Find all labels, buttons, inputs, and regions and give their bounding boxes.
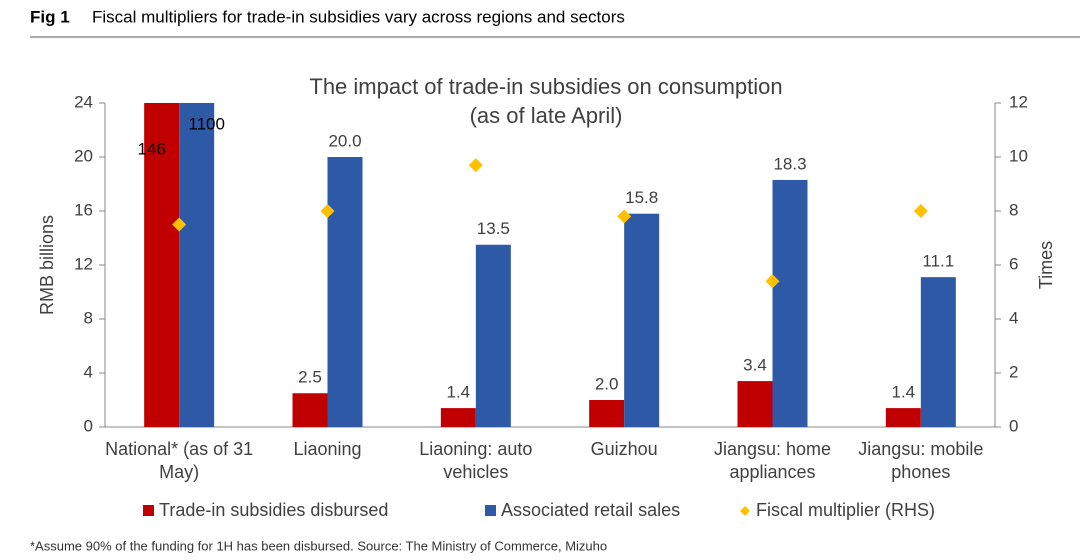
y2-axis-label: Times (1036, 241, 1056, 289)
y2-tick-label: 4 (1009, 308, 1018, 327)
y-tick-label: 24 (74, 92, 93, 111)
marker (913, 204, 928, 218)
value-label: 1.4 (892, 383, 916, 402)
value-label: 2.0 (595, 374, 619, 393)
bar (440, 408, 476, 427)
y2-tick-label: 0 (1009, 416, 1018, 435)
legend-label: Associated retail sales (501, 500, 680, 520)
value-label: 3.4 (743, 356, 767, 375)
y-tick-label: 4 (84, 362, 93, 381)
bar (624, 213, 660, 427)
value-label: 1.4 (447, 383, 471, 402)
chart-title: The impact of trade-in subsidies on cons… (309, 74, 782, 99)
value-label: 2.5 (298, 368, 322, 387)
y2-tick-label: 2 (1009, 362, 1018, 381)
y-tick-label: 0 (84, 416, 93, 435)
legend-label: Fiscal multiplier (RHS) (756, 500, 935, 520)
footnote: *Assume 90% of the funding for 1H has be… (30, 538, 607, 553)
legend-swatch (485, 505, 496, 516)
bar (920, 277, 956, 427)
legend-label: Trade-in subsidies disbursed (159, 500, 388, 520)
bar (292, 393, 328, 427)
y2-tick-label: 12 (1009, 92, 1028, 111)
bar (737, 381, 773, 427)
y-tick-label: 12 (74, 254, 93, 273)
y-axis-label: RMB billions (37, 215, 57, 315)
value-label: 146 (137, 139, 165, 158)
fig-number: Fig 1 (30, 7, 70, 26)
y-tick-label: 20 (74, 146, 93, 165)
legend-swatch (740, 506, 750, 516)
x-tick-label: Liaoning: auto vehicles (419, 439, 533, 482)
bar (475, 244, 511, 427)
value-label: 1100 (188, 114, 225, 133)
bar (144, 103, 180, 427)
value-label: 15.8 (625, 188, 658, 207)
value-label: 18.3 (773, 154, 806, 173)
bar (885, 408, 921, 427)
bar (327, 157, 363, 427)
x-tick-label: Jiangsu: home appliances (713, 439, 832, 482)
chart-subtitle: (as of late April) (470, 103, 623, 128)
plot-area (144, 103, 956, 427)
y2-tick-label: 10 (1009, 146, 1028, 165)
bar (589, 400, 625, 427)
x-tick-label: Guizhou (590, 439, 658, 459)
marker (617, 209, 632, 224)
y-tick-label: 16 (74, 200, 93, 219)
value-label: 20.0 (328, 131, 361, 150)
marker (172, 217, 187, 232)
x-tick-label: Jiangsu: mobile phones (858, 439, 984, 482)
y2-tick-label: 6 (1009, 254, 1018, 273)
fig-caption: Fiscal multipliers for trade-in subsidie… (92, 7, 625, 26)
bar (772, 179, 808, 427)
value-label: 11.1 (922, 252, 954, 271)
x-tick-label: National* (as of 31 May) (105, 439, 254, 482)
marker (468, 158, 483, 173)
y-tick-label: 8 (84, 308, 93, 327)
x-tick-label: Liaoning (293, 439, 362, 459)
bar (179, 103, 215, 427)
legend-swatch (143, 505, 154, 516)
marker (320, 204, 335, 218)
y2-tick-label: 8 (1009, 200, 1018, 219)
value-label: 13.5 (477, 219, 510, 238)
marker (765, 274, 780, 289)
